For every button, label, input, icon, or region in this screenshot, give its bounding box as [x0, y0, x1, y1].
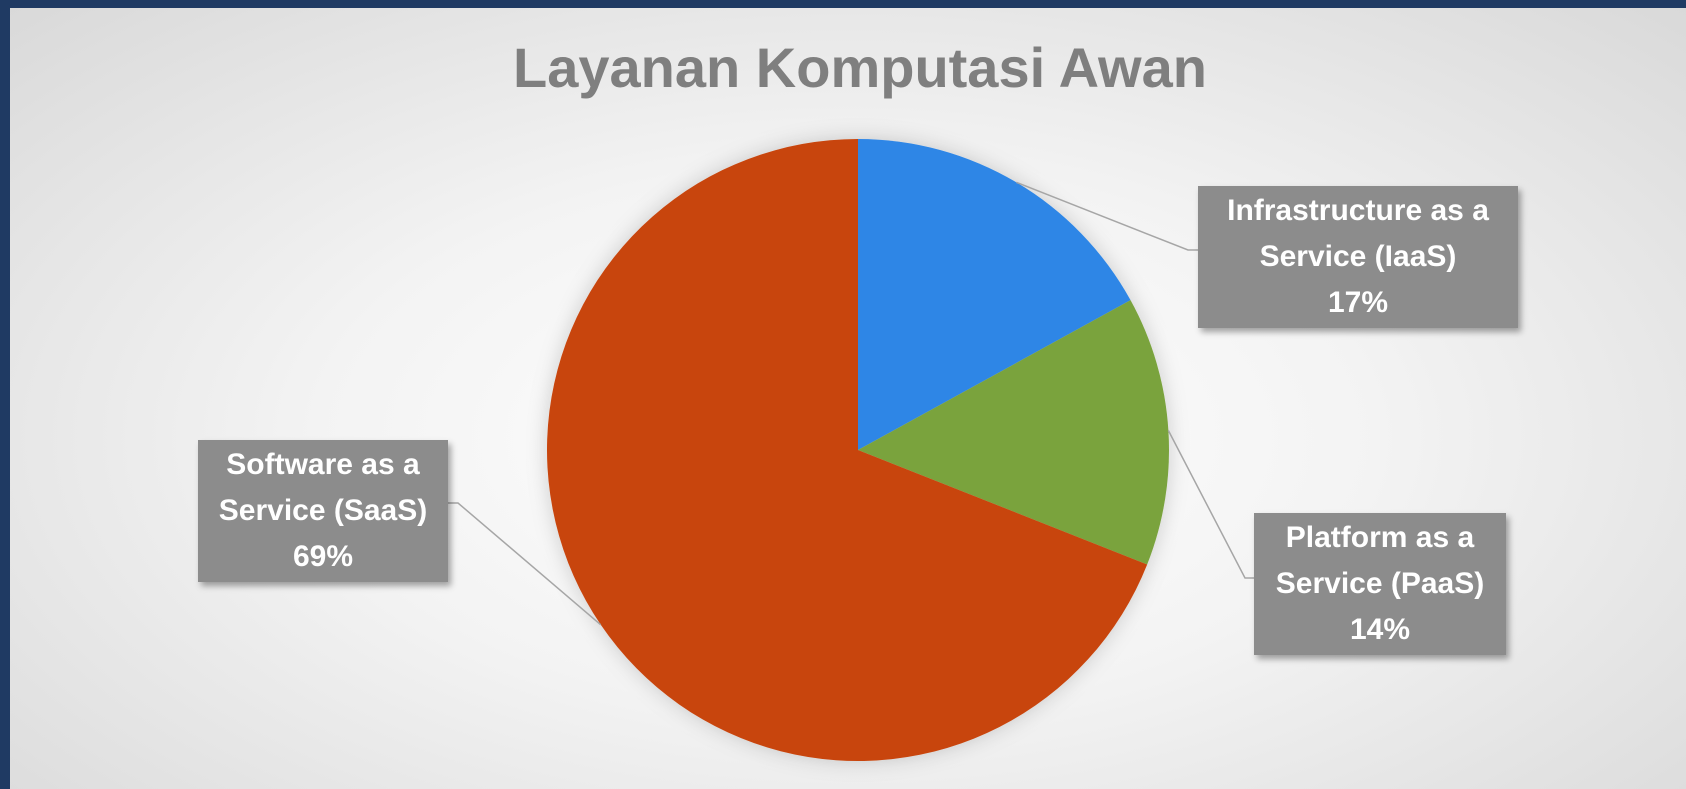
- value-label: 14%: [1349, 613, 1411, 646]
- pie: [546, 139, 1169, 761]
- category-label: Platform as a Service (PaaS): [1275, 521, 1485, 600]
- leader-line: [1016, 181, 1198, 251]
- value-label: 17%: [1327, 286, 1389, 319]
- value-label: 69%: [292, 540, 354, 573]
- data-label: Infrastructure as a Service (IaaS) 17%: [1198, 186, 1518, 328]
- leader-line: [1167, 430, 1254, 579]
- pie-slice: [546, 139, 1148, 761]
- chart-title: Layanan Komputasi Awan: [513, 36, 1207, 99]
- pie-slice: [858, 300, 1169, 565]
- category-label: Infrastructure as a Service (IaaS): [1227, 194, 1489, 273]
- pie-slice: [858, 139, 1131, 450]
- category-label: Software as a Service (SaaS): [218, 448, 428, 527]
- data-label: Platform as a Service (PaaS) 14%: [1254, 513, 1506, 655]
- data-label: Software as a Service (SaaS) 69%: [198, 440, 448, 582]
- leader-line: [448, 502, 602, 626]
